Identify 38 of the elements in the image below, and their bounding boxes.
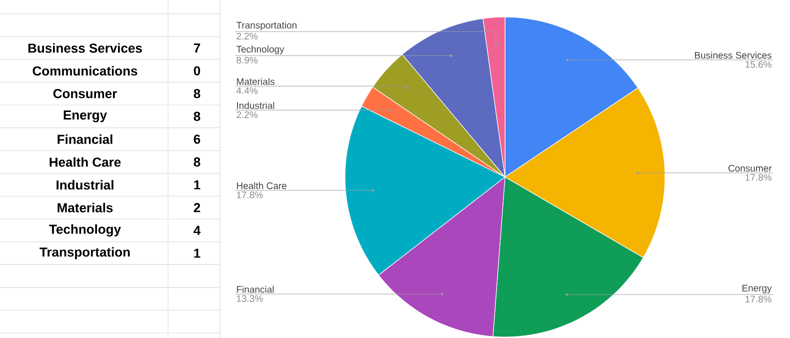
slice-label: Materials — [236, 78, 274, 85]
data-label: 4.4% — [236, 87, 258, 94]
data-label: 4 — [194, 226, 201, 235]
category-label: Materials — [58, 202, 113, 212]
category-label: Transportation — [40, 247, 130, 260]
slice-label: Industrial — [237, 102, 274, 109]
category-label: Health Care — [50, 157, 121, 167]
category-label: Consumer — [53, 88, 117, 98]
slice-label: Financial — [236, 286, 274, 293]
data-label: 8 — [194, 157, 200, 167]
data-label: 17.8% — [746, 174, 772, 181]
slice-label: Business Services — [694, 52, 772, 59]
data-label: 2.2% — [236, 32, 258, 40]
category-label: Energy — [64, 110, 107, 122]
data-label: 2.2% — [236, 111, 258, 118]
data-label: 0 — [194, 66, 200, 76]
category-label: Communications — [32, 66, 138, 76]
data-label: 1 — [194, 248, 200, 258]
category-label: Industrial — [56, 180, 114, 190]
data-label: 6 — [194, 134, 200, 144]
category-label: Technology — [49, 224, 121, 236]
data-label: 17.8% — [236, 192, 263, 198]
slice-label: Health Care — [236, 182, 286, 190]
data-label: 7 — [194, 44, 200, 52]
slice-label: Technology — [236, 46, 284, 54]
slice-label: Energy — [742, 284, 772, 294]
data-label: 13.3% — [236, 295, 263, 302]
data-label: 17.8% — [746, 296, 772, 302]
data-label: 8 — [194, 88, 200, 98]
category-label: Business Services — [28, 43, 142, 53]
data-label: 2 — [194, 203, 200, 212]
data-label: 8 — [194, 112, 200, 121]
slice-label: Transportation — [236, 22, 296, 30]
data-label: 1 — [194, 180, 200, 190]
data-label: 15.6% — [746, 61, 772, 68]
category-label: Financial — [58, 134, 112, 144]
data-label: 8.9% — [236, 56, 258, 64]
slice-label: Consumer — [728, 164, 772, 172]
